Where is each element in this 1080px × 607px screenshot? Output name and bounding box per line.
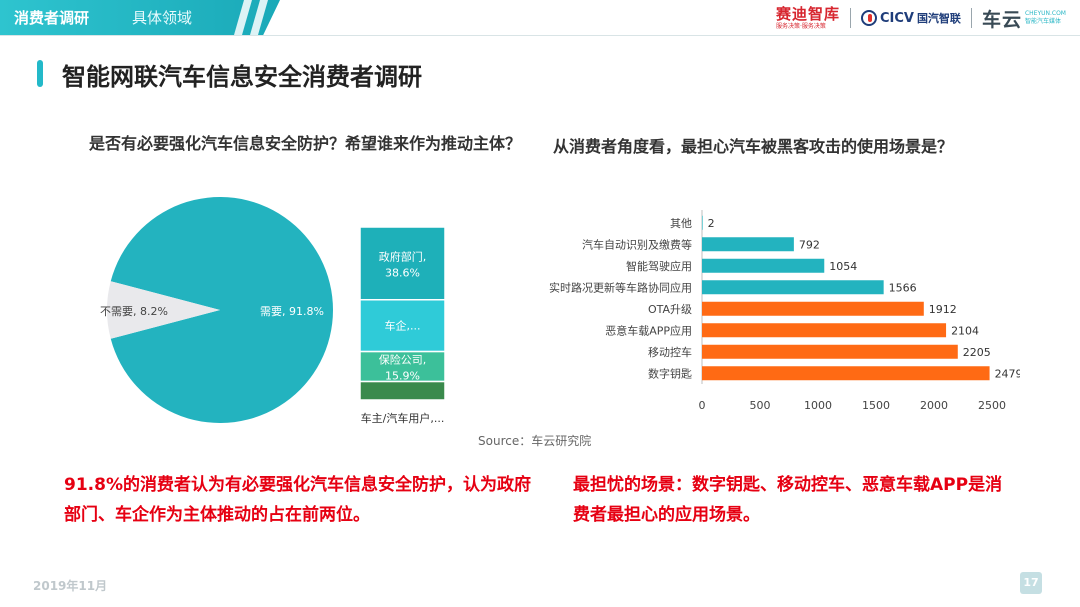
bar-category-label: 数字钥匙: [648, 366, 692, 380]
pie-slice-need: [110, 197, 333, 423]
bar-value-label: 2479: [995, 367, 1020, 380]
cheyun-logo: 车云 CHEYUN.COM 智能汽车媒体: [982, 5, 1066, 32]
nav-stripes-decoration: [234, 0, 268, 35]
stack-bottom-label: 车主/汽车用户,...: [361, 411, 445, 425]
stack-segment-3: [359, 380, 446, 401]
stack-segment-1: [359, 298, 446, 353]
stack-segment-0: [359, 226, 446, 301]
stack-value-0: 38.6%: [385, 266, 420, 279]
bar-value-label: 2104: [951, 324, 979, 337]
cicv-logo-cn-text: 国汽智联: [916, 12, 961, 25]
bar-category-label: OTA升级: [648, 303, 692, 316]
bar-value-label: 1566: [889, 281, 917, 294]
cicv-logo: CICV 国汽智联: [860, 10, 961, 26]
x-tick-label: 2000: [920, 399, 948, 410]
cicv-logo-icon: [860, 10, 877, 26]
pie-of-bar-chart: 需要, 91.8% 不需要, 8.2% 政府部门, 38.6% 车企,... 保险公司, 1…: [100, 197, 446, 425]
bar-value-label: 2205: [963, 346, 991, 359]
saidi-logo-text: 赛迪智库: [775, 4, 840, 23]
stack-label-2: 保险公司,: [379, 353, 427, 367]
bar-value-label: 1912: [929, 303, 957, 316]
top-bar: 消费者调研 具体领域 赛迪智库 服务决策·服务决策 CICV 国汽智联 车云 C…: [0, 0, 1080, 36]
left-chart-question: 是否有必要强化汽车信息安全防护？希望谁来作为推动主体？: [88, 134, 521, 153]
x-tick-label: 0: [699, 399, 706, 410]
report-date: 2019年11月: [33, 579, 108, 593]
brand-separator: [849, 8, 851, 28]
right-chart-question: 从消费者角度看，最担心汽车被黑客攻击的使用场景是？: [553, 137, 954, 156]
source-note: Source：车云研究院: [478, 434, 592, 448]
x-tick-label: 1000: [804, 399, 832, 410]
bar-category-label: 智能驾驶应用: [626, 259, 692, 273]
bar-4: [702, 301, 924, 316]
bar-category-label: 移动控车: [648, 345, 692, 359]
pie-label-no-need: 不需要, 8.2%: [100, 305, 168, 318]
page-title: 智能网联汽车信息安全消费者调研: [62, 63, 422, 91]
cicv-logo-text: CICV: [879, 10, 914, 26]
x-tick-label: 500: [750, 399, 771, 410]
nav-band: [0, 0, 280, 35]
x-tick-label: 2500: [978, 399, 1006, 410]
bar-5: [702, 323, 947, 338]
x-tick-label: 1500: [862, 399, 890, 410]
page-number: 17: [1020, 572, 1042, 594]
right-conclusion: 最担忧的场景：数字钥匙、移动控车、恶意车载APP是消费者最担心的应用场景。: [573, 475, 1003, 525]
bar-3: [702, 280, 884, 295]
bar-category-label: 汽车自动识别及缴费等: [582, 237, 692, 251]
stack-segment-2: [359, 350, 446, 383]
cheyun-logo-slogan: 智能汽车媒体: [1024, 18, 1061, 25]
bar-category-label: 实时路况更新等车路协同应用: [549, 280, 692, 294]
header-divider: [0, 35, 1080, 36]
stack-value-2: 15.9%: [385, 370, 420, 383]
horizontal-bar-chart: 其他 2 汽车自动识别及缴费等 792 智能驾驶应用 1054 实时路况更新等车路协同应用 1…: [549, 210, 1020, 410]
bar-6: [702, 344, 958, 359]
pie-label-need: 需要, 91.8%: [260, 305, 324, 318]
bar-2: [702, 258, 825, 273]
bar-category-label: 其他: [670, 217, 692, 230]
nav-tab-consumer-survey[interactable]: 消费者调研: [14, 9, 90, 27]
left-conclusion: 91.8%的消费者认为有必要强化汽车信息安全防护，认为政府部门、车企作为主体推动…: [64, 475, 531, 525]
bar-7: [702, 366, 990, 381]
cheyun-logo-text: 车云: [981, 8, 1022, 31]
bar-value-label: 2: [708, 217, 715, 230]
bar-value-label: 792: [799, 238, 820, 251]
pie-slice-no-need: [107, 281, 220, 339]
cheyun-logo-url: CHEYUN.COM: [1024, 10, 1066, 17]
bar-1: [702, 237, 794, 252]
saidi-logo: 赛迪智库 服务决策·服务决策: [775, 4, 840, 30]
bar-value-label: 1054: [829, 260, 857, 273]
bar-0: [702, 215, 703, 230]
title-accent-bar: [37, 60, 43, 87]
saidi-logo-subtext: 服务决策·服务决策: [775, 22, 826, 30]
brand-separator: [970, 8, 972, 28]
bar-category-label: 恶意车载APP应用: [605, 323, 692, 337]
stack-label-0: 政府部门,: [379, 249, 427, 263]
stack-label-1: 车企,...: [385, 319, 421, 333]
brand-logos: 赛迪智库 服务决策·服务决策 CICV 国汽智联 车云 CHEYUN.COM 智…: [776, 5, 1066, 31]
nav-tab-specific-field[interactable]: 具体领域: [132, 9, 193, 27]
